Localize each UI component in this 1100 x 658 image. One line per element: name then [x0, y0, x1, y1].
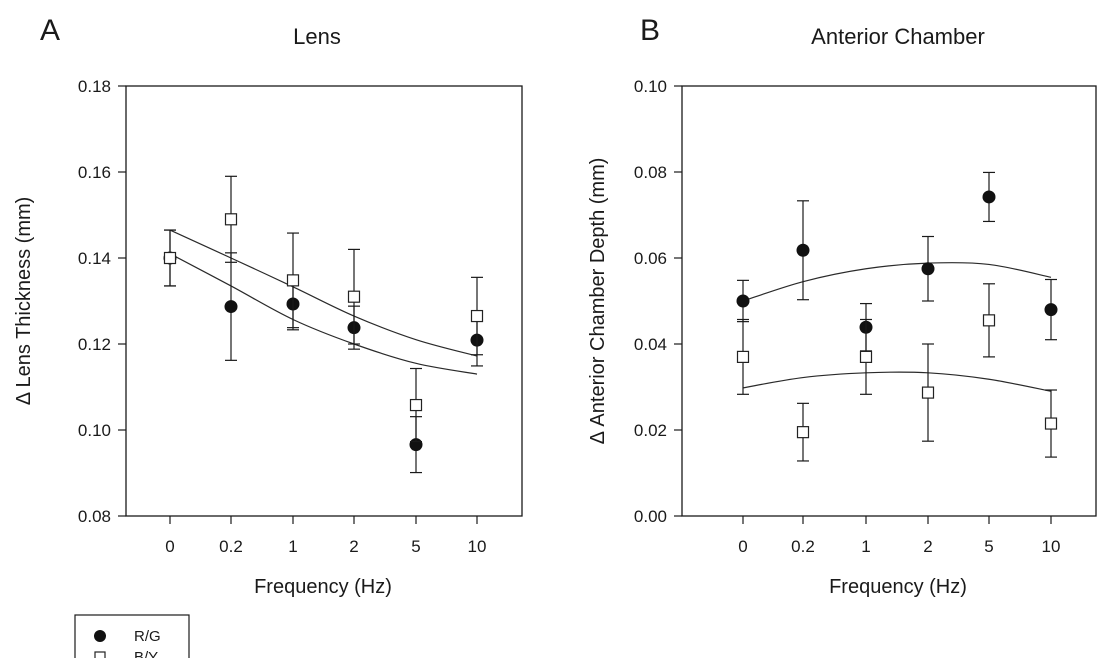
y-tick-label: 0.16	[78, 163, 111, 182]
fit-curve-by	[742, 371, 1052, 392]
legend: R/G B/Y	[74, 614, 190, 658]
point-rg	[736, 294, 750, 308]
point-by	[347, 290, 361, 303]
point-by	[736, 350, 750, 363]
panel-a: A Lens 0.08 0.10 0.12 0.14 0.16 0.18 0 0.2 1 2 5 1…	[13, 14, 523, 598]
x-tick-label: 0.2	[791, 537, 815, 556]
panel-a-fit-curves	[169, 229, 478, 375]
panel-b-y-axis: 0.00 0.02 0.04 0.06 0.08 0.10	[634, 77, 682, 526]
x-tick-label: 2	[349, 537, 358, 556]
fit-curve-by	[169, 229, 478, 357]
panel-a-x-axis: 0 0.2 1 2 5 10	[165, 516, 486, 556]
panel-b-fit-curves	[742, 262, 1052, 392]
y-tick-label: 0.14	[78, 249, 111, 268]
panel-a-x-axis-title: Frequency (Hz)	[254, 576, 392, 598]
y-tick-label: 0.08	[634, 163, 667, 182]
panel-b-data-marks	[736, 171, 1058, 462]
panel-b-x-axis-title: Frequency (Hz)	[829, 576, 967, 598]
panel-a-letter: A	[40, 14, 60, 47]
panel-a-y-axis: 0.08 0.10 0.12 0.14 0.16 0.18	[78, 77, 126, 526]
legend-by-label: B/Y	[134, 649, 158, 658]
point-by	[859, 350, 873, 363]
x-tick-label: 5	[984, 537, 993, 556]
panel-b-y-axis-title: Δ Anterior Chamber Depth (mm)	[587, 158, 609, 445]
y-tick-label: 0.10	[78, 421, 111, 440]
panel-a-y-axis-title: Δ Lens Thickness (mm)	[13, 197, 35, 406]
point-rg	[982, 190, 996, 204]
point-by	[982, 314, 996, 327]
y-tick-label: 0.04	[634, 335, 667, 354]
panel-b-title: Anterior Chamber	[811, 24, 985, 49]
panel-b-x-axis: 0 0.2 1 2 5 10	[738, 516, 1060, 556]
x-tick-label: 0	[738, 537, 747, 556]
y-tick-label: 0.00	[634, 507, 667, 526]
point-by	[409, 398, 423, 412]
y-tick-label: 0.12	[78, 335, 111, 354]
point-by	[921, 386, 935, 399]
panel-a-title: Lens	[293, 24, 341, 49]
y-tick-label: 0.08	[78, 507, 111, 526]
panel-a-plot-frame	[125, 85, 523, 517]
panel-a-data-marks	[163, 175, 484, 474]
legend-rg-marker	[94, 630, 106, 642]
x-tick-label: 1	[861, 537, 870, 556]
x-tick-label: 10	[1042, 537, 1061, 556]
x-tick-label: 2	[923, 537, 932, 556]
legend-rg-label: R/G	[134, 628, 161, 645]
point-rg	[921, 262, 935, 276]
x-tick-label: 0.2	[219, 537, 243, 556]
point-by	[470, 309, 484, 323]
point-by	[1044, 417, 1058, 430]
point-by	[286, 274, 300, 287]
point-rg	[224, 300, 238, 314]
x-tick-label: 10	[468, 537, 487, 556]
legend-by-marker	[94, 651, 106, 658]
y-tick-label: 0.02	[634, 421, 667, 440]
y-tick-label: 0.10	[634, 77, 667, 96]
fit-curve-rg	[742, 262, 1052, 302]
y-tick-label: 0.06	[634, 249, 667, 268]
panel-b-plot-frame	[681, 85, 1097, 517]
point-by	[796, 426, 810, 439]
point-rg	[1044, 303, 1058, 317]
x-tick-label: 1	[288, 537, 297, 556]
panel-b-letter: B	[640, 14, 660, 47]
legend-box	[74, 614, 190, 658]
fit-curve-rg	[169, 253, 478, 375]
panel-b: B Anterior Chamber 0.000.020.040.060.080…	[587, 14, 1097, 598]
point-by	[224, 213, 238, 226]
x-tick-label: 5	[411, 537, 420, 556]
y-tick-label: 0.18	[78, 77, 111, 96]
x-tick-label: 0	[165, 537, 174, 556]
point-rg	[796, 243, 810, 257]
point-by	[163, 251, 177, 265]
